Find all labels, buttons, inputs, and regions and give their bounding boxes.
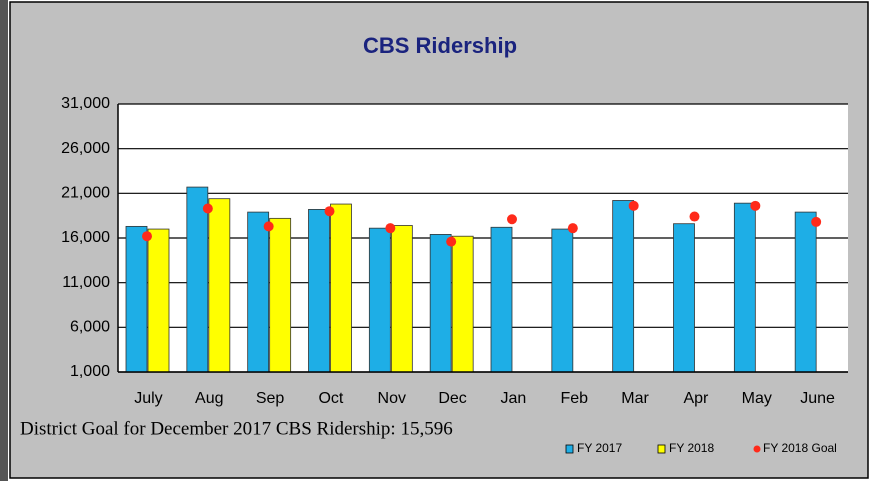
bar: [125, 225, 148, 373]
goal-point: [628, 200, 639, 211]
bar: [186, 186, 209, 373]
goal-point: [750, 200, 761, 211]
goal-point: [385, 223, 396, 234]
bar: [673, 223, 695, 373]
goal-point: [811, 216, 822, 227]
bar: [733, 202, 756, 373]
chart-title: CBS Ridership: [363, 33, 517, 58]
x-tick-label: May: [742, 390, 772, 407]
x-tick-label: Jan: [501, 390, 527, 407]
x-tick-label: Nov: [378, 390, 406, 407]
goal-point: [263, 221, 274, 232]
legend-swatch: [657, 444, 666, 454]
y-tick-label: 26,000: [61, 140, 110, 157]
y-tick-label: 21,000: [61, 185, 110, 202]
bar: [308, 209, 330, 373]
legend-swatch: [753, 445, 761, 453]
legend-label: FY 2018: [669, 441, 714, 455]
x-tick-label: Oct: [318, 390, 343, 407]
x-tick-label: June: [800, 390, 835, 407]
y-tick-label: 31,000: [61, 95, 110, 112]
y-tick-label: 16,000: [61, 229, 110, 246]
legend-label: FY 2018 Goal: [763, 441, 837, 455]
annotation: District Goal for December 2017 CBS Ride…: [20, 418, 453, 439]
bar: [269, 217, 292, 373]
x-tick-label: Feb: [560, 390, 588, 407]
goal-point: [446, 236, 457, 247]
x-tick-label: Mar: [621, 390, 649, 407]
legend-swatch: [565, 444, 574, 454]
bar: [429, 234, 452, 373]
x-tick-label: Apr: [683, 390, 709, 407]
y-tick-label: 6,000: [70, 319, 110, 336]
y-tick-label: 1,000: [70, 363, 110, 380]
x-tick-label: Dec: [438, 390, 466, 407]
bar: [451, 235, 474, 373]
bar: [208, 198, 231, 373]
bar: [330, 203, 352, 373]
x-tick-label: July: [134, 390, 162, 407]
goal-point: [142, 231, 152, 242]
y-tick-label: 11,000: [62, 274, 110, 291]
x-tick-label: Sep: [256, 390, 285, 407]
bar: [612, 200, 635, 373]
bar: [247, 211, 270, 373]
goal-point: [324, 206, 335, 217]
goal-point: [507, 214, 517, 225]
bar: [368, 227, 391, 373]
goal-point: [202, 203, 213, 214]
bar: [490, 226, 513, 373]
legend-label: FY 2017: [577, 441, 622, 455]
bar: [551, 228, 574, 373]
left-strip: [0, 0, 8, 481]
goal-point: [567, 223, 578, 234]
x-tick-label: Aug: [195, 390, 223, 407]
bar: [390, 225, 413, 373]
bar: [147, 228, 170, 373]
goal-point: [689, 211, 700, 222]
bar: [794, 211, 817, 373]
